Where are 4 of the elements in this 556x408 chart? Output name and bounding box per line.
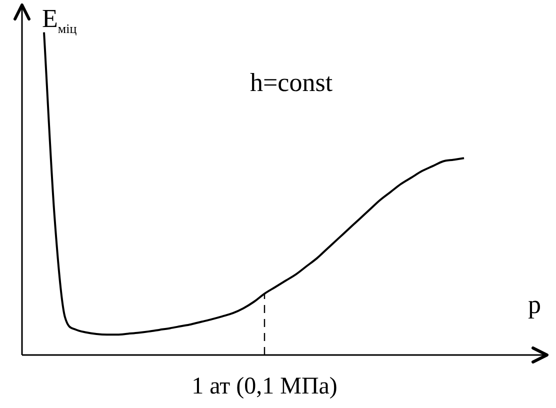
annotation: h=const	[250, 68, 333, 97]
y-axis-title: E$_{міц}$	[42, 4, 77, 36]
annotation: 1 ат (0,1 МПа)	[192, 373, 338, 400]
x-axis-title: p	[528, 290, 541, 319]
